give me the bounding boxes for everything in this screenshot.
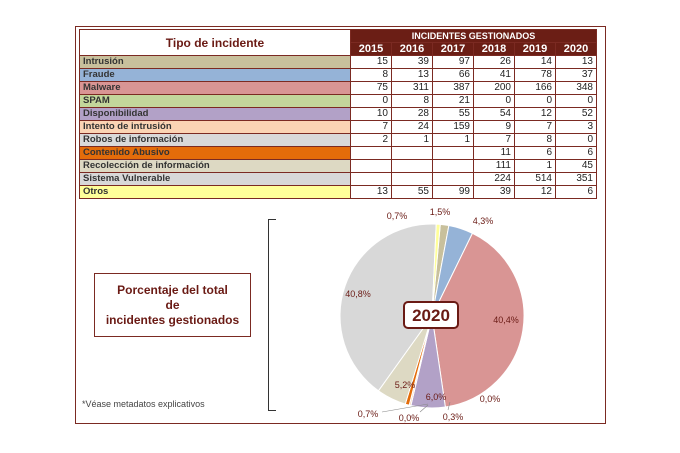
row-label: Robos de información: [79, 133, 351, 147]
table-row: Robos de información 2 1 1 7 8 0: [79, 133, 597, 147]
table-row: Otros 13 55 99 39 12 6: [79, 185, 597, 199]
table-row: Intrusión 15 39 97 26 14 13: [79, 55, 597, 69]
pie-slice: [339, 223, 437, 392]
incidents-table: Tipo de incidente INCIDENTES GESTIONADOS…: [79, 29, 597, 199]
row-label: Malware: [79, 81, 351, 95]
summary-line-1: Porcentaje del total: [117, 283, 228, 297]
leader-line: [381, 403, 429, 413]
figure-frame: [75, 26, 606, 424]
slice-label: 40,8%: [345, 289, 371, 299]
table-row: Recolección de información 111 1 45: [79, 159, 597, 173]
summary-line-3: incidentes gestionados: [105, 313, 240, 327]
footnote: *Véase metadatos explicativos: [82, 399, 205, 409]
table-row: Sistema Vulnerable 224 514 351: [79, 172, 597, 186]
row-label: SPAM: [79, 94, 351, 108]
row-label: Fraude: [79, 68, 351, 82]
slice-label: 0,0%: [480, 394, 501, 404]
cell-value: 6: [555, 185, 597, 199]
table-body: Intrusión 15 39 97 26 14 13 Fraude 8 13 66 41 78 37 Ma…: [79, 55, 597, 199]
year-badge-label: 2020: [412, 306, 450, 325]
row-label: Intrusión: [79, 55, 351, 69]
cell-value: 13: [350, 185, 392, 199]
cell-value: 52: [555, 107, 597, 121]
pie-slice: [431, 223, 441, 317]
pie-slice: [431, 232, 525, 408]
year-header-2016: 2016: [391, 42, 433, 56]
row-label: Otros: [79, 185, 351, 199]
slice-label: 0,3%: [443, 412, 464, 422]
table-row: Contenido Abusivo 11 6 6: [79, 146, 597, 160]
cell-value: 99: [432, 185, 474, 199]
summary-box: Porcentaje del total de incidentes gesti…: [94, 273, 251, 337]
slice-label: 40,4%: [493, 315, 519, 325]
slice-label: 0,0%: [399, 413, 420, 423]
row-label: Intento de intrusión: [79, 120, 351, 134]
slice-label: 1,5%: [430, 207, 451, 217]
slice-label: 0,7%: [358, 409, 379, 419]
slice-label: 5,2%: [395, 380, 416, 390]
leader-line: [419, 404, 429, 413]
year-badge: [403, 301, 459, 329]
table-row: Disponibilidad 10 28 55 54 12 52: [79, 107, 597, 121]
row-label: Sistema Vulnerable: [79, 172, 351, 186]
slice-label: 6,0%: [426, 392, 447, 402]
year-header-2019: 2019: [514, 42, 556, 56]
leader-line: [447, 401, 451, 411]
row-label: Recolección de información: [79, 159, 351, 173]
summary-line-2: de: [165, 298, 180, 312]
bracket-line: [268, 219, 276, 411]
row-label: Contenido Abusivo: [79, 146, 351, 160]
table-row: Fraude 8 13 66 41 78 37: [79, 68, 597, 82]
slice-label: 4,3%: [473, 216, 494, 226]
year-header-2018: 2018: [473, 42, 515, 56]
year-header-row: 2015 2016 2017 2018 2019 2020: [80, 42, 597, 56]
slice-label: 0,7%: [387, 211, 408, 221]
